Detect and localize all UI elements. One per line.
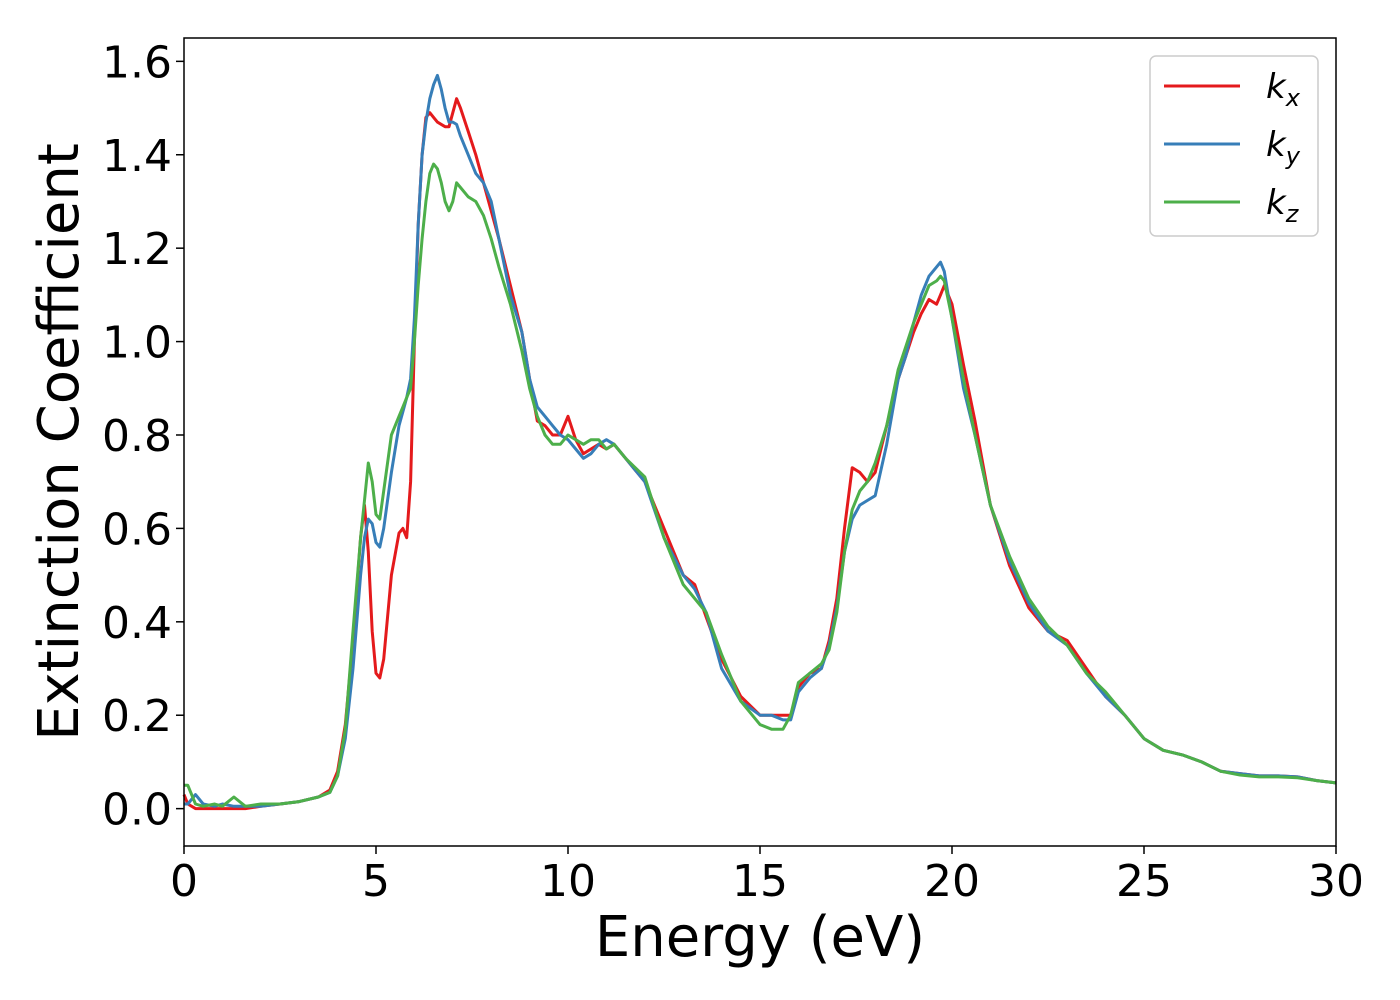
y-tick-label: 1.6	[102, 37, 172, 88]
series-line-k-x	[182, 97, 1337, 811]
x-tick-label: 25	[1116, 856, 1172, 907]
x-tick-label: 15	[732, 856, 788, 907]
y-tick-label: 0.6	[102, 504, 172, 555]
x-axis-ticks: 0 5 10 15 20 25 30	[170, 846, 1364, 907]
legend-label-sub: z	[1285, 200, 1300, 228]
legend-label-k-x: kx	[1266, 67, 1301, 112]
y-tick-label: 0.2	[102, 691, 172, 742]
y-axis-ticks: 0.0 0.2 0.4 0.6 0.8 1.0 1.2 1.4 1.6	[102, 37, 184, 836]
y-axis-title: Extinction Coefficient	[27, 143, 92, 741]
legend-label-main: k	[1266, 67, 1287, 107]
y-tick-label: 0.4	[102, 598, 172, 649]
y-tick-label: 1.0	[102, 318, 172, 369]
x-axis-title: Energy (eV)	[595, 905, 925, 970]
x-tick-label: 5	[362, 856, 390, 907]
y-tick-label: 1.4	[102, 131, 172, 182]
legend-box	[1149, 55, 1319, 237]
legend-label-k-z: kz	[1266, 183, 1300, 228]
y-tick-label: 0.8	[102, 411, 172, 462]
plot-series	[182, 73, 1337, 811]
x-tick-label: 30	[1308, 856, 1364, 907]
legend-label-main: k	[1266, 125, 1287, 165]
legend-label-main: k	[1266, 183, 1287, 223]
series-line-k-z	[184, 162, 1337, 808]
legend-label-sub: x	[1285, 84, 1301, 112]
x-tick-label: 10	[540, 856, 596, 907]
x-tick-label: 20	[924, 856, 980, 907]
y-tick-label: 1.2	[102, 224, 172, 275]
legend-label-k-y: ky	[1266, 125, 1301, 170]
legend-label-sub: y	[1285, 142, 1301, 170]
x-tick-label: 0	[170, 856, 198, 907]
y-tick-label: 0.0	[102, 785, 172, 836]
